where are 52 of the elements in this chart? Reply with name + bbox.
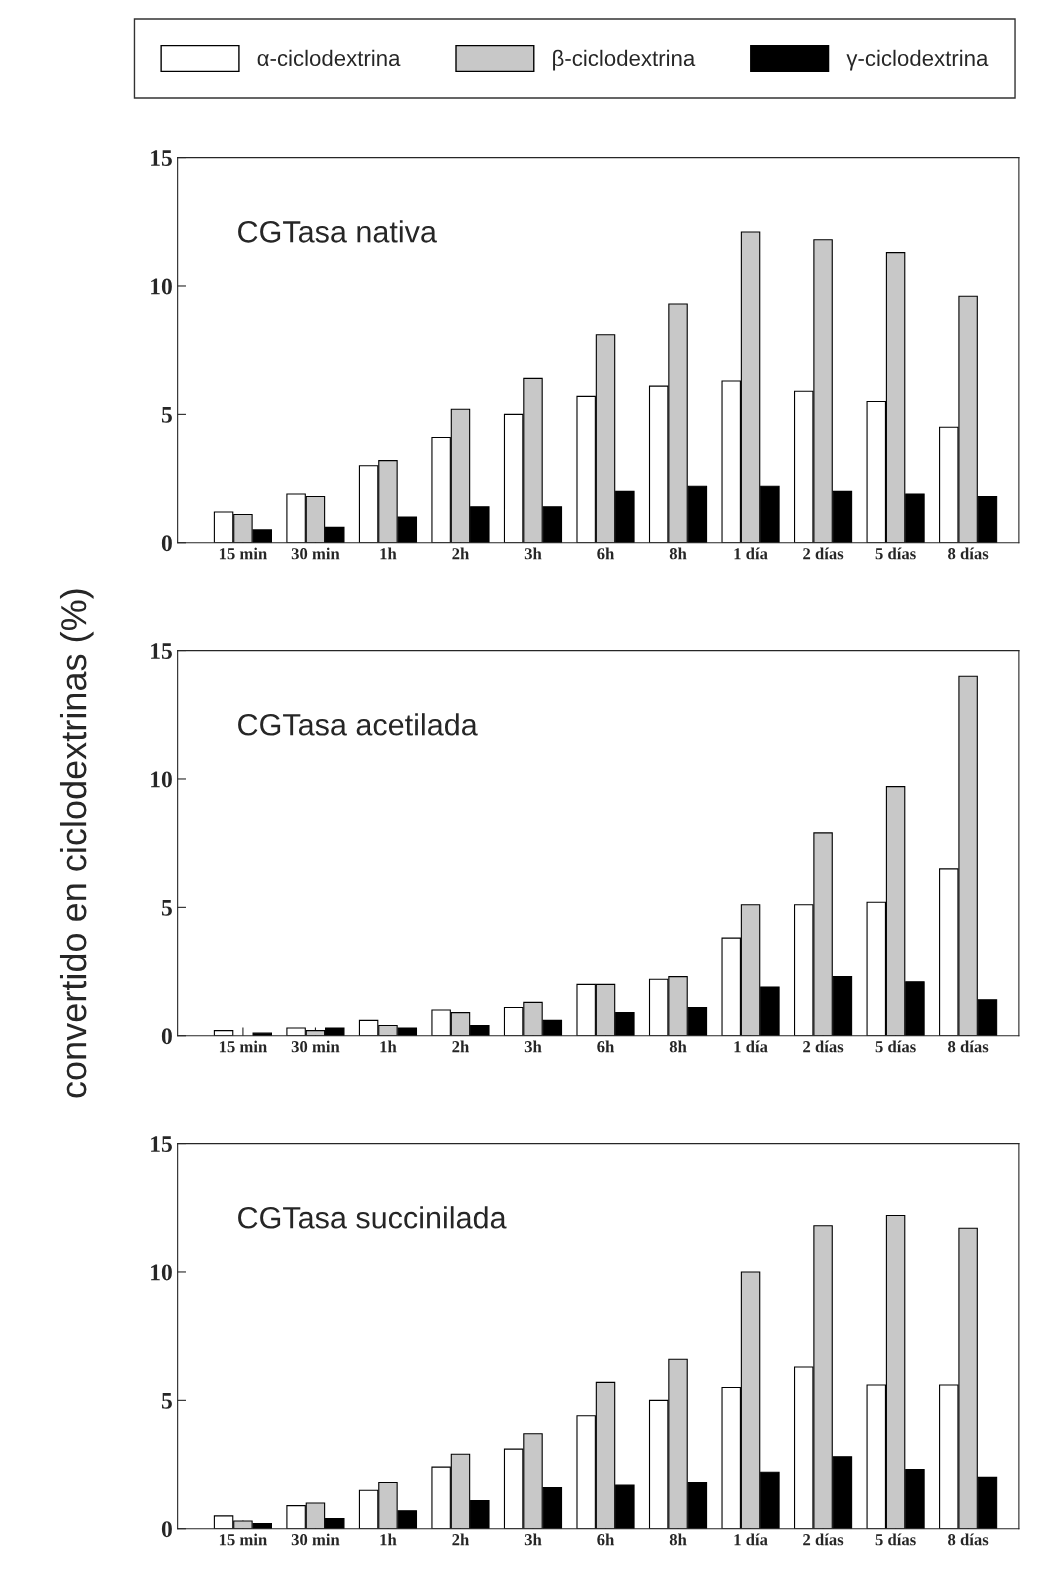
- legend-label: β-ciclodextrina: [553, 49, 696, 71]
- x-tick-label: 6h: [597, 547, 615, 560]
- x-tick-label: 15 min: [219, 1040, 267, 1053]
- x-tick-label: 8h: [669, 1040, 687, 1053]
- legend-label: α-ciclodextrina: [257, 49, 401, 67]
- y-tick-label: 5: [161, 900, 172, 916]
- x-tick-label: 2 días: [803, 1040, 844, 1053]
- y-tick-label: 0: [161, 1521, 172, 1538]
- x-tick-label: 8 días: [948, 1533, 989, 1546]
- x-tick-label: 15 min: [219, 547, 267, 560]
- legend-label: γ-ciclodextrina: [846, 49, 989, 71]
- x-tick-label: 3h: [524, 1040, 542, 1053]
- x-tick-label: 3h: [524, 1533, 542, 1546]
- x-tick-label: 6h: [597, 1533, 615, 1546]
- x-tick-label: 5 días: [875, 1533, 916, 1546]
- x-tick-label: 30 min: [291, 1040, 340, 1053]
- text: CGTasa succinilada: [238, 1206, 507, 1229]
- x-tick-label: 15 min: [219, 1533, 267, 1546]
- x-tick-label: 8h: [669, 547, 687, 560]
- x-tick-label: 1 día: [734, 1040, 768, 1053]
- x-tick-label: 3h: [524, 547, 542, 560]
- y-tick-label: 10: [151, 771, 172, 788]
- y-tick-label: 10: [151, 278, 172, 295]
- x-tick-label: 1 día: [734, 547, 768, 560]
- x-tick-label: 8h: [669, 1533, 687, 1546]
- x-tick-label: 30 min: [291, 547, 340, 560]
- y-tick-label: 15: [151, 643, 172, 660]
- y-tick-label: 10: [151, 1264, 172, 1281]
- text: CGTasa nativa: [238, 220, 437, 243]
- x-tick-label: 5 días: [875, 547, 916, 560]
- x-tick-label: 6h: [597, 1040, 615, 1053]
- x-tick-label: 2 días: [803, 547, 844, 560]
- y-tick-label: 0: [161, 1028, 172, 1045]
- y-axis-title: convertido en ciclodextrinas (%): [59, 589, 94, 1098]
- x-tick-label: 2h: [452, 547, 470, 560]
- y-tick-label: 15: [151, 150, 172, 167]
- x-tick-label: 1h: [380, 547, 397, 560]
- y-tick-label: 0: [161, 535, 172, 552]
- x-tick-label: 5 días: [875, 1040, 916, 1053]
- x-tick-label: 2 días: [803, 1533, 844, 1546]
- x-tick-label: 8 días: [948, 1040, 989, 1053]
- y-tick-label: 5: [161, 407, 172, 423]
- x-tick-label: 1h: [380, 1533, 397, 1546]
- x-tick-label: 8 días: [948, 547, 989, 560]
- text: CGTasa acetilada: [238, 713, 478, 736]
- y-tick-label: 5: [161, 1393, 172, 1409]
- x-tick-label: 1h: [380, 1040, 397, 1053]
- x-tick-label: 30 min: [291, 1533, 340, 1546]
- x-tick-label: 2h: [452, 1040, 470, 1053]
- x-tick-label: 2h: [452, 1533, 470, 1546]
- y-tick-label: 15: [151, 1136, 172, 1152]
- x-tick-label: 1 día: [734, 1533, 768, 1546]
